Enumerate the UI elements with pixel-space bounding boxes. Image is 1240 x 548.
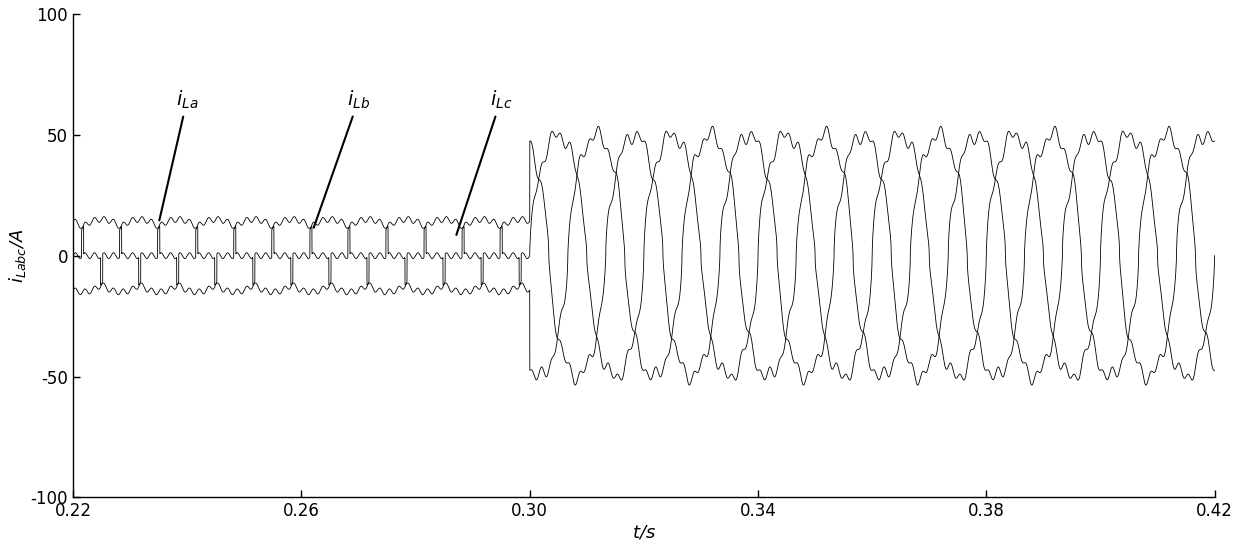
Text: $i_{Lb}$: $i_{Lb}$ bbox=[314, 89, 370, 227]
Text: $i_{La}$: $i_{La}$ bbox=[159, 89, 198, 220]
Text: $i_{Lc}$: $i_{Lc}$ bbox=[456, 89, 512, 235]
X-axis label: $t$/s: $t$/s bbox=[632, 523, 656, 541]
Y-axis label: $i_{Labc}$/A: $i_{Labc}$/A bbox=[7, 229, 29, 283]
